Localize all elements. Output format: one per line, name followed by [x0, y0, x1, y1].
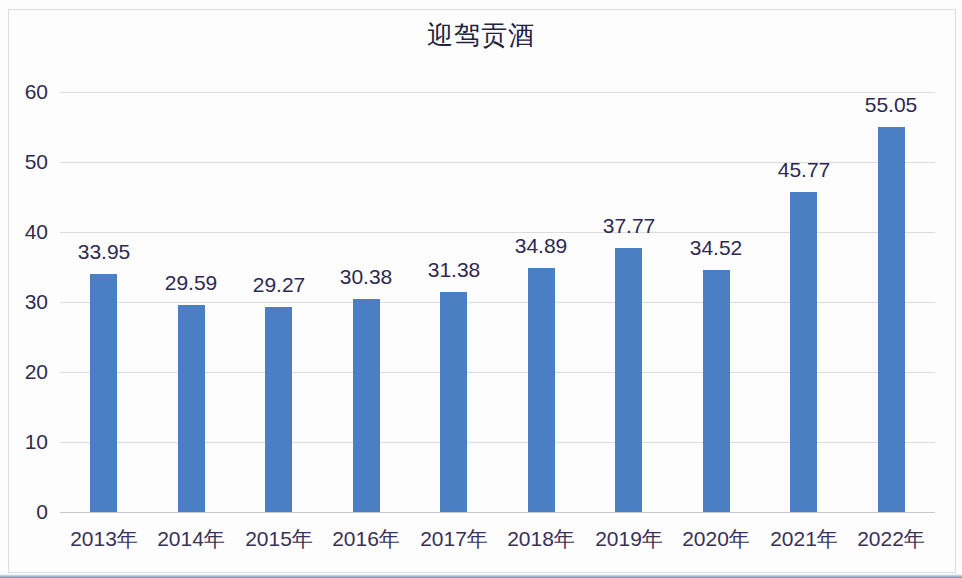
bar-value-label: 31.38 [406, 258, 502, 282]
bar-value-label: 30.38 [318, 265, 414, 289]
x-axis-tick-label: 2015年 [231, 526, 327, 552]
x-axis-tick-label: 2014年 [143, 526, 239, 552]
bar-value-label: 29.59 [143, 271, 239, 295]
x-axis-tick-label: 2022年 [843, 526, 939, 552]
x-axis-tick-label: 2019年 [581, 526, 677, 552]
bar-value-label: 37.77 [581, 214, 677, 238]
chart-canvas: 迎驾贡酒 0 10 20 30 40 50 60 33.95 2013年 29.59 2014年 29… [0, 0, 962, 578]
bar-2014年 [178, 305, 205, 512]
y-axis-tick-label-50: 50 [0, 150, 48, 174]
bar-value-label: 34.89 [493, 234, 589, 258]
chart-title: 迎驾贡酒 [0, 18, 962, 53]
gridline-60 [60, 92, 935, 93]
x-axis-tick-label: 2020年 [668, 526, 764, 552]
y-axis-tick-label-0: 0 [0, 500, 48, 524]
bar-2022年 [878, 127, 905, 512]
bar-2017年 [440, 292, 467, 512]
bar-value-label: 45.77 [756, 158, 852, 182]
bar-2015年 [265, 307, 292, 512]
y-axis-tick-label-30: 30 [0, 290, 48, 314]
bar-2018年 [528, 268, 555, 512]
x-axis-tick-label: 2021年 [756, 526, 852, 552]
y-axis-tick-label-10: 10 [0, 430, 48, 454]
x-axis-tick-label: 2013年 [56, 526, 152, 552]
x-axis-line [60, 512, 935, 513]
y-axis-tick-label-60: 60 [0, 80, 48, 104]
bar-2020年 [703, 270, 730, 512]
bar-2013年 [90, 274, 117, 512]
x-axis-tick-label: 2018年 [493, 526, 589, 552]
bar-2019年 [615, 248, 642, 512]
bar-2016年 [353, 299, 380, 512]
bottom-edge-strip [0, 574, 962, 578]
bar-value-label: 55.05 [843, 93, 939, 117]
x-axis-tick-label: 2017年 [406, 526, 502, 552]
x-axis-tick-label: 2016年 [318, 526, 414, 552]
bar-value-label: 29.27 [231, 273, 327, 297]
y-axis-tick-label-20: 20 [0, 360, 48, 384]
bar-2021年 [790, 192, 817, 512]
y-axis-tick-label-40: 40 [0, 220, 48, 244]
bar-value-label: 34.52 [668, 236, 764, 260]
bar-value-label: 33.95 [56, 240, 152, 264]
